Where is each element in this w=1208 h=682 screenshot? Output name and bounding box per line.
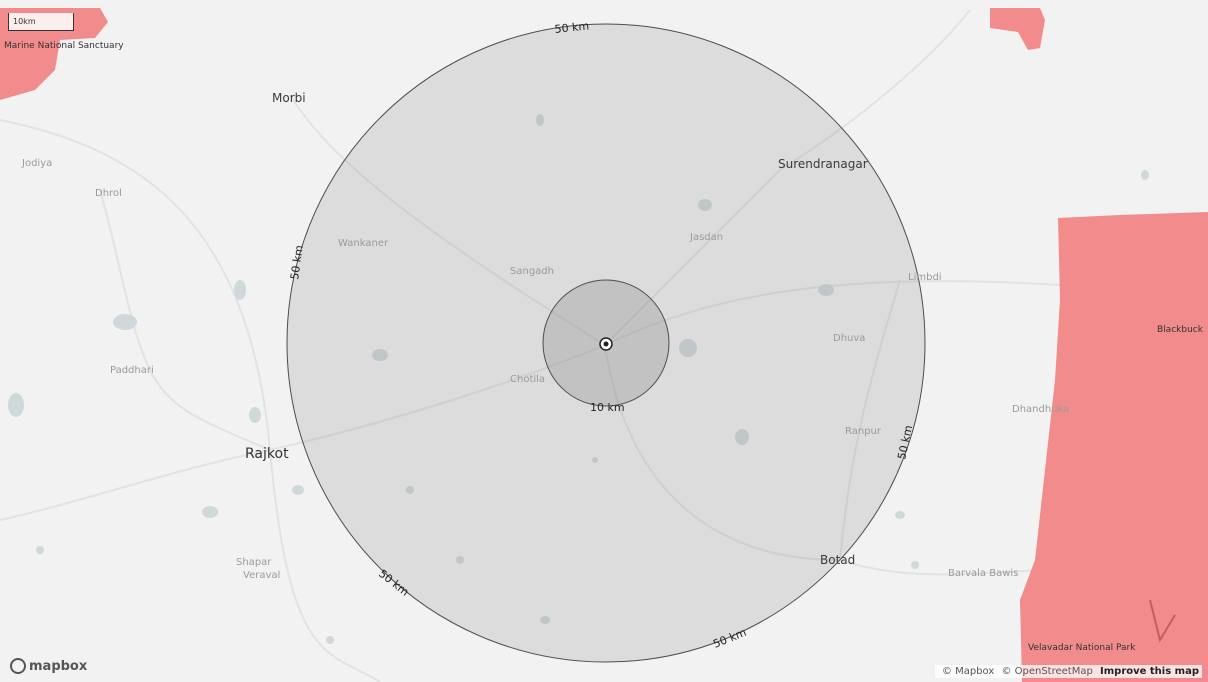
place-shapar: Shapar <box>236 557 272 568</box>
ring-label-inner: 10 km <box>590 401 625 414</box>
poi-blackbuck: Blackbuck <box>1157 325 1204 335</box>
attribution-mapbox-link[interactable]: © Mapbox <box>941 666 995 677</box>
place-chotila: Chotila <box>510 374 545 385</box>
water-bodies <box>8 114 1149 644</box>
place-veraval: Veraval <box>243 570 280 581</box>
ring-label-outer-left: 50 km <box>288 244 306 280</box>
protected-areas <box>0 8 1208 682</box>
place-barvala: Barvala Bawis <box>948 568 1018 579</box>
place-sangadh: Sangadh <box>510 266 554 277</box>
place-paddhari: Paddhari <box>110 365 154 376</box>
poi-velavadar: Velavadar National Park <box>1028 643 1136 653</box>
place-dhrol: Dhrol <box>95 188 122 199</box>
map-attribution: © Mapbox © OpenStreetMap Improve this ma… <box>934 665 1202 678</box>
center-marker-dot <box>603 341 609 347</box>
place-surendranagar: Surendranagar <box>778 157 868 171</box>
ring-label-outer-top: 50 km <box>554 19 590 36</box>
improve-map-link[interactable]: Improve this map <box>1100 666 1199 677</box>
mapbox-logo-icon <box>10 658 26 674</box>
mapbox-logo-text: mapbox <box>29 658 88 674</box>
park-river <box>1149 599 1176 643</box>
place-rajkot: Rajkot <box>245 446 289 462</box>
road-network <box>0 9 1061 682</box>
mapbox-logo[interactable]: mapbox <box>10 658 87 674</box>
attribution-osm-link[interactable]: © OpenStreetMap <box>1001 666 1093 677</box>
marine-sanctuary-area <box>0 8 108 100</box>
scale-bar: 10km <box>8 13 74 31</box>
protected-area-north <box>990 8 1045 50</box>
velavadar-park-area <box>1020 212 1208 682</box>
place-surendranagar-sub: Jasdan <box>689 232 723 243</box>
place-dhandhuka: Dhandhuka <box>1012 404 1069 415</box>
poi-marine-sanctuary: Marine National Sanctuary <box>4 41 124 51</box>
place-jodiya: Jodiya <box>21 158 52 169</box>
place-botad: Botad <box>820 553 855 567</box>
scale-bar-label: 10km <box>13 17 36 26</box>
place-morbi: Morbi <box>272 91 306 105</box>
place-wankaner: Wankaner <box>338 238 389 249</box>
place-ranpur: Ranpur <box>845 426 882 437</box>
place-limbdi: Limbdi <box>908 272 942 283</box>
place-dhuva: Dhuva <box>833 333 865 344</box>
